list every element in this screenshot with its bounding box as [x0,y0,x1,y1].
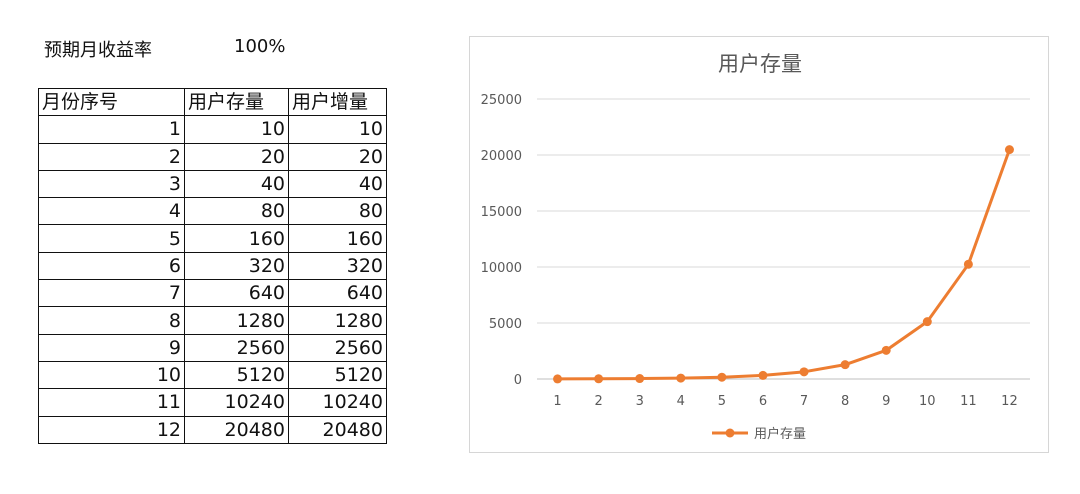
y-tick-label: 0 [514,373,522,388]
table-row: 2 20 20 [38,142,387,171]
data-point [594,374,604,384]
x-tick-label: 1 [553,394,561,409]
legend: 用户存量 [712,426,806,442]
legend-label: 用户存量 [754,426,806,442]
table-row: 9 2560 2560 [38,333,387,362]
data-point [758,370,768,380]
table-row: 5 160 160 [38,224,387,253]
x-tick-label: 10 [919,394,936,409]
column-header-stock: 用户存量 [184,87,289,117]
cell-stock: 10240 [184,388,289,417]
data-point [676,373,686,383]
cell-increment: 10 [288,115,387,144]
cell-increment: 160 [288,224,387,253]
cell-increment: 80 [288,197,387,226]
data-table: 月份序号 用户存量 用户增量 1 10 10 2 20 20 3 40 40 4 80 80 5 160 1… [38,87,387,444]
x-tick-label: 5 [718,394,726,409]
gridlines [537,98,1030,380]
cell-month: 1 [38,115,185,144]
cell-stock: 5120 [184,360,289,390]
table-row: 4 80 80 [38,197,387,226]
y-tick-label: 20000 [481,149,522,164]
cell-increment: 1280 [288,306,387,335]
cell-stock: 40 [184,169,289,199]
table-row: 12 20480 20480 [38,415,387,444]
cell-month: 8 [38,306,185,335]
data-point [553,374,563,384]
cell-month: 2 [38,142,185,171]
x-tick-label: 8 [841,394,849,409]
x-tick-label: 6 [759,394,767,409]
cell-month: 5 [38,224,185,253]
data-point [840,360,850,370]
cell-stock: 20 [184,142,289,171]
x-tick-label: 11 [960,394,977,409]
cell-stock: 1280 [184,306,289,335]
table-row: 11 10240 10240 [38,388,387,417]
data-point [963,259,973,269]
cell-stock: 320 [184,251,289,281]
cell-increment: 320 [288,251,387,281]
y-tick-label: 5000 [489,317,522,332]
cell-stock: 160 [184,224,289,253]
table-row: 1 10 10 [38,115,387,144]
y-axis-ticks: 0 5000 10000 15000 20000 25000 [481,93,522,388]
y-tick-label: 15000 [481,205,522,220]
y-tick-label: 25000 [481,93,522,108]
cell-increment: 40 [288,169,387,199]
data-point [1004,145,1014,155]
y-tick-label: 10000 [481,261,522,276]
data-point [635,374,645,384]
cell-increment: 2560 [288,333,387,362]
cell-increment: 640 [288,279,387,308]
x-tick-label: 7 [800,394,808,409]
x-tick-label: 12 [1001,394,1018,409]
cell-month: 11 [38,388,185,417]
x-tick-label: 2 [594,394,602,409]
data-point [799,367,809,377]
cell-month: 6 [38,251,185,281]
data-point [717,372,727,382]
table-row: 6 320 320 [38,251,387,281]
cell-month: 3 [38,169,185,199]
cell-month: 7 [38,279,185,308]
x-tick-label: 9 [882,394,890,409]
legend-swatch-marker [725,428,735,438]
data-point [922,317,932,327]
cell-stock: 2560 [184,333,289,362]
table-row: 3 40 40 [38,169,387,199]
column-header-month: 月份序号 [38,87,185,117]
table-row: 8 1280 1280 [38,306,387,335]
table-header-row: 月份序号 用户存量 用户增量 [38,87,387,117]
cell-month: 4 [38,197,185,226]
cell-stock: 20480 [184,415,289,444]
chart-title: 用户存量 [718,52,802,76]
cell-month: 12 [38,415,185,444]
cell-increment: 5120 [288,360,387,390]
x-axis-ticks: 1 2 3 4 5 6 7 8 9 10 11 12 [553,394,1017,409]
cell-month: 9 [38,333,185,362]
table-row: 7 640 640 [38,279,387,308]
data-point [881,345,891,355]
cell-stock: 640 [184,279,289,308]
cell-increment: 10240 [288,388,387,417]
x-tick-label: 3 [636,394,644,409]
cell-month: 10 [38,360,185,390]
table-body: 1 10 10 2 20 20 3 40 40 4 80 80 5 160 160 6 320 320 7 640 64… [38,115,387,444]
cell-increment: 20 [288,142,387,171]
series-layer [553,145,1014,384]
cell-stock: 10 [184,115,289,144]
cell-stock: 80 [184,197,289,226]
x-tick-label: 4 [677,394,685,409]
table-row: 10 5120 5120 [38,360,387,390]
rate-label: 预期月收益率 [44,40,152,61]
series-line [557,149,1011,381]
cell-increment: 20480 [288,415,387,444]
column-header-increment: 用户增量 [288,87,387,117]
rate-value: 100% [234,36,286,57]
